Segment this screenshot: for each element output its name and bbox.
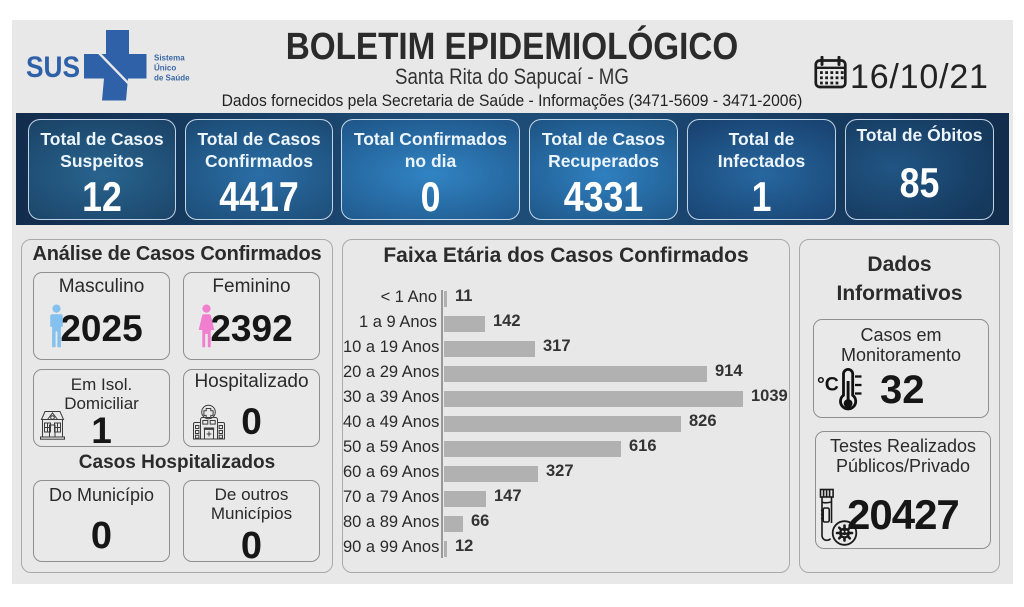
svg-text:Sistema: Sistema (154, 54, 185, 63)
svg-text:SUS: SUS (26, 51, 80, 84)
svg-text:de Saúde: de Saúde (154, 74, 190, 83)
svg-text:Único: Único (154, 64, 176, 73)
svg-text:°C: °C (817, 374, 839, 396)
